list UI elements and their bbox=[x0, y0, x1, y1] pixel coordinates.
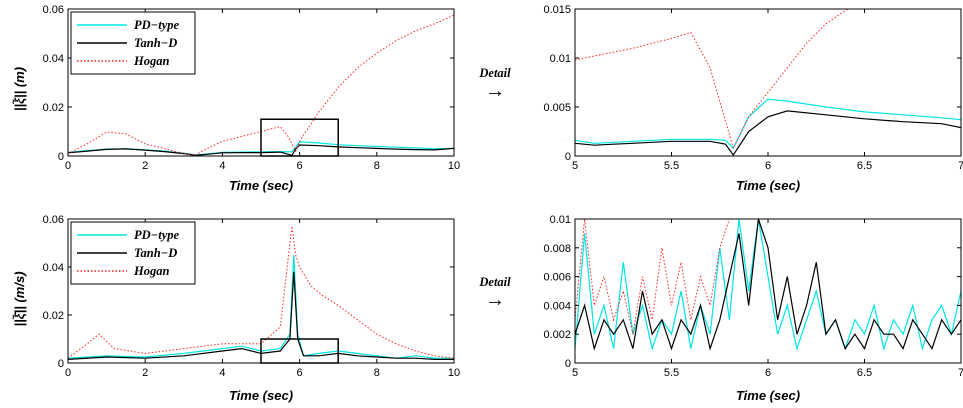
p1-ytick-label: 0.04 bbox=[43, 53, 64, 65]
p3-series-tanhd bbox=[68, 271, 454, 360]
panel-position-error-full: ||ξ̃|| (m) Time (sec) bbox=[12, 67, 293, 193]
p3-xtick-label: 4 bbox=[219, 367, 225, 379]
p1-legend-label: Tanh−D bbox=[134, 36, 177, 50]
p3-axes: 0 2 4 6 8 10 0 0.02 0.04 0.06 PD−type Tanh−D Hogan bbox=[43, 214, 461, 379]
p4-series-pdtype bbox=[575, 219, 961, 351]
p4-ytick-label: 0.002 bbox=[543, 329, 571, 341]
p1-xtick-label: 8 bbox=[374, 160, 380, 172]
p1-xtick-label: 10 bbox=[448, 160, 460, 172]
p1-frame bbox=[67, 8, 455, 157]
p4-xtick-label: 6.5 bbox=[857, 367, 872, 379]
p4-xtick-label: 5.5 bbox=[664, 367, 679, 379]
p4-ytick-label: 0.006 bbox=[543, 272, 571, 284]
p1-ytick-label: 0 bbox=[58, 151, 64, 163]
p3-xtick-label: 0 bbox=[65, 367, 71, 379]
p4-ytick-label: 0.008 bbox=[543, 243, 571, 255]
p3-xtick-label: 8 bbox=[374, 367, 380, 379]
p3-frame bbox=[67, 218, 455, 364]
p1-ytick-label: 0.06 bbox=[43, 4, 64, 16]
p1-legend-label: PD−type bbox=[134, 18, 180, 32]
p1-xtick-label: 4 bbox=[219, 160, 225, 172]
p1-series-group bbox=[68, 14, 454, 156]
p3-xtick-label: 2 bbox=[142, 367, 148, 379]
p1-series-hogan bbox=[68, 14, 454, 156]
p3-legend-label: Hogan bbox=[133, 264, 169, 278]
p2-series-tanhd bbox=[575, 110, 961, 156]
p2-series-hogan bbox=[575, 9, 849, 150]
p4-xlabel: Time (sec) bbox=[736, 388, 800, 403]
p2-bg bbox=[575, 9, 961, 156]
p1-xlabel: Time (sec) bbox=[229, 178, 293, 193]
p1-legend: PD−type Tanh−D Hogan bbox=[70, 11, 196, 75]
detail-label-bottom: Detail bbox=[478, 275, 511, 289]
p4-xtick-label: 7 bbox=[958, 367, 963, 379]
p4-ytick-label: 0.004 bbox=[543, 300, 571, 312]
p1-legend-box bbox=[70, 11, 196, 75]
p1-ylabel: ||ξ̃|| (m) bbox=[12, 67, 27, 111]
p3-legend-label: PD−type bbox=[134, 228, 180, 242]
p1-xtick-label: 0 bbox=[65, 160, 71, 172]
p2-axes: 5 5.5 6 6.5 7 0 0.005 0.01 0.015 bbox=[543, 4, 963, 172]
p3-ytick-label: 0.06 bbox=[43, 214, 64, 226]
panel-velocity-error-detail: Time (sec) bbox=[736, 388, 800, 403]
p4-series-tanhd bbox=[575, 219, 961, 351]
p4-bg bbox=[575, 219, 961, 363]
p2-ytick-label: 0 bbox=[565, 151, 571, 163]
panel-velocity-error-full: ||ξ̃̇|| (m/s) Time (sec) bbox=[12, 271, 293, 403]
p3-xtick-label: 6 bbox=[297, 367, 303, 379]
p3-ylabel: ||ξ̃̇|| (m/s) bbox=[12, 271, 27, 326]
p1-ytick-label: 0.02 bbox=[43, 102, 64, 114]
detail-arrow-bottom: → bbox=[485, 289, 505, 311]
p4-xtick-label: 5 bbox=[572, 367, 578, 379]
p2-xtick-label: 7 bbox=[958, 160, 963, 172]
p1-xtick-label: 6 bbox=[297, 160, 303, 172]
p2-ytick-label: 0.01 bbox=[550, 53, 571, 65]
p4-series-hogan bbox=[575, 219, 730, 335]
p1-axes: 0 2 4 6 8 10 0 0.02 0.04 0.06 PD−type Tanh−D Hogan bbox=[43, 4, 461, 172]
p4-ytick-label: 0 bbox=[565, 358, 571, 370]
p2-series-group bbox=[575, 9, 961, 156]
p2-xtick-label: 5.5 bbox=[664, 160, 679, 172]
p2-ytick-label: 0.005 bbox=[543, 102, 571, 114]
p3-xtick-label: 10 bbox=[448, 367, 460, 379]
detail-arrow-top: → bbox=[485, 80, 505, 102]
p1-xtick-label: 2 bbox=[142, 160, 148, 172]
p2-xlabel: Time (sec) bbox=[736, 178, 800, 193]
p3-legend-label: Tanh−D bbox=[134, 246, 177, 260]
p4-xtick-label: 6 bbox=[765, 367, 771, 379]
panel-position-error-detail: Time (sec) bbox=[736, 178, 800, 193]
p3-series-group bbox=[68, 226, 454, 360]
p4-series-group bbox=[575, 219, 961, 351]
p3-ytick-label: 0.04 bbox=[43, 262, 64, 274]
p2-ytick-label: 0.015 bbox=[543, 4, 571, 16]
detail-label-top: Detail bbox=[478, 66, 511, 80]
p2-series-pdtype bbox=[575, 98, 961, 150]
p2-xtick-label: 6.5 bbox=[857, 160, 872, 172]
p3-ytick-label: 0 bbox=[58, 358, 64, 370]
p2-xtick-label: 5 bbox=[572, 160, 578, 172]
p3-xlabel: Time (sec) bbox=[229, 388, 293, 403]
p4-axes: 5 5.5 6 6.5 7 0 0.002 0.004 0.006 0.008 0.01 bbox=[543, 214, 963, 379]
p3-ytick-label: 0.02 bbox=[43, 310, 64, 322]
p4-ytick-label: 0.01 bbox=[550, 214, 571, 226]
p2-xtick-label: 6 bbox=[765, 160, 771, 172]
p3-series-hogan bbox=[68, 226, 454, 359]
p3-legend: PD−type Tanh−D Hogan bbox=[70, 221, 196, 285]
p1-legend-label: Hogan bbox=[133, 54, 169, 68]
p1-series-tanhd bbox=[68, 144, 454, 156]
